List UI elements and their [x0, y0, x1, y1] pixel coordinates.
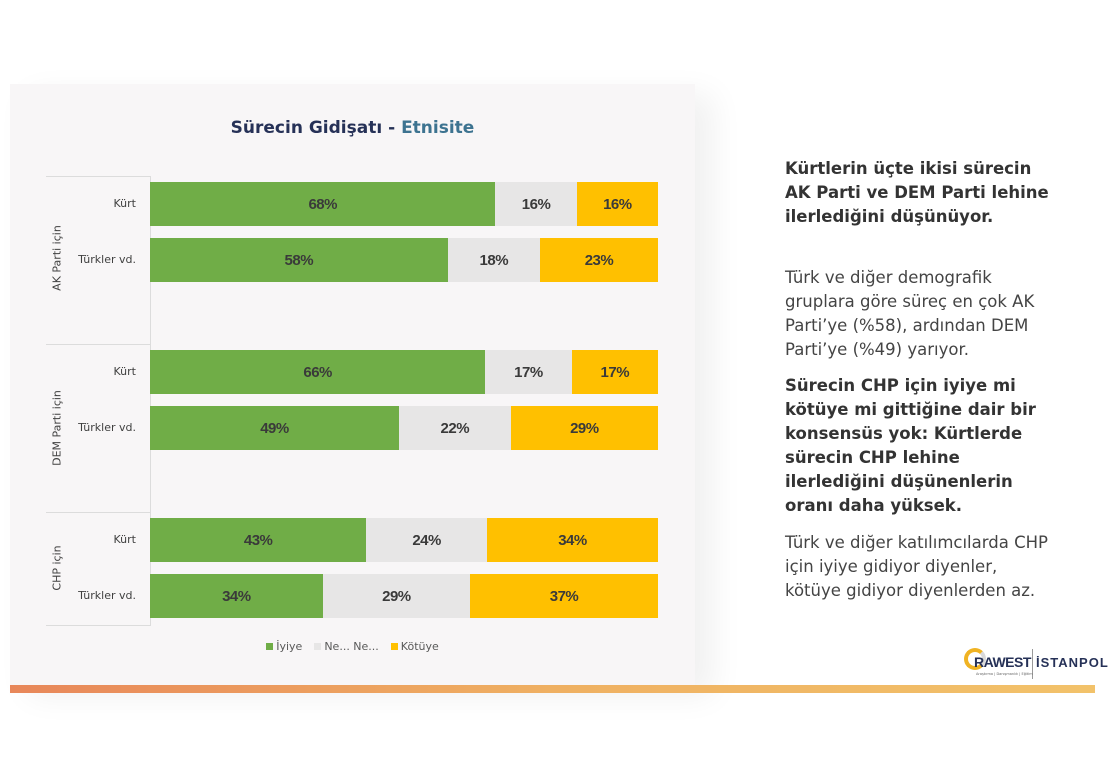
- data-label: 58%: [284, 251, 314, 269]
- data-label: 66%: [303, 363, 332, 381]
- data-label: 16%: [603, 195, 632, 213]
- group-box-chp: [46, 512, 151, 626]
- data-label: 29%: [570, 419, 599, 437]
- chart-title-main: Sürecin Gidişatı -: [230, 118, 402, 138]
- insight-text-1: Türk ve diğer demografik gruplara göre s…: [785, 268, 1035, 359]
- logo-brand: RAWEST: [974, 654, 1031, 670]
- legend-swatch-ne-ne: [314, 643, 322, 650]
- data-label: 49%: [260, 419, 289, 437]
- bar-segment-ne-ne: 16%: [495, 182, 577, 226]
- data-label: 16%: [521, 195, 551, 213]
- legend-label-iyiye: İyiye: [276, 640, 303, 653]
- row-label: Türkler vd.: [78, 253, 136, 266]
- row-label: Kürt: [113, 365, 136, 378]
- bar-segment-kotuye: 16%: [576, 182, 658, 226]
- insight-heading-2: Sürecin CHP için iyiye mi kötüye mi gitt…: [785, 376, 1036, 515]
- bar-segment-ne-ne: 29%: [322, 574, 471, 618]
- logo-tagline: Araştırma | Danışmanlık | Eğitim: [976, 672, 1033, 676]
- chart-title: Sürecin Gidişatı - Etnisite: [10, 118, 695, 138]
- bar-segment-iyiye: 34%: [150, 574, 323, 618]
- insight-heading-1: Kürtlerin üçte ikisi sürecin AK Parti ve…: [785, 159, 1049, 226]
- data-label: 22%: [440, 419, 470, 437]
- row-label: Kürt: [113, 533, 136, 546]
- bar-segment-iyiye: 49%: [150, 406, 399, 450]
- data-label: 18%: [479, 251, 509, 269]
- bar-segment-iyiye: 66%: [150, 350, 486, 394]
- bar-segment-kotuye: 23%: [539, 238, 658, 282]
- data-label: 17%: [514, 363, 543, 381]
- row-label: Türkler vd.: [78, 589, 136, 602]
- data-label: 17%: [600, 363, 630, 381]
- data-label: 29%: [382, 587, 411, 605]
- legend-item-iyiye: İyiye: [266, 640, 302, 653]
- bar-segment-kotuye: 29%: [510, 406, 658, 450]
- bar-segment-iyiye: 58%: [150, 238, 448, 282]
- bar-segment-kotuye: 34%: [486, 518, 658, 562]
- chart-legend: İyiye Ne... Ne... Kötüye: [10, 640, 695, 653]
- legend-item-kotuye: Kötüye: [390, 640, 439, 653]
- bar-segment-ne-ne: 24%: [366, 518, 487, 562]
- data-label: 24%: [412, 531, 441, 549]
- rawest-istanpol-logo: RAWEST İSTANPOL Araştırma | Danışmanlık …: [962, 647, 1108, 683]
- data-label: 68%: [308, 195, 337, 213]
- chart-title-accent: Etnisite: [401, 118, 475, 138]
- legend-label-kotuye: Kötüye: [400, 640, 439, 653]
- row-label: Kürt: [113, 197, 136, 210]
- legend-swatch-iyiye: [266, 643, 274, 650]
- data-label: 23%: [584, 251, 614, 269]
- logo-ring-icon: [964, 648, 986, 670]
- row-label: Türkler vd.: [78, 421, 136, 434]
- bar-segment-ne-ne: 17%: [485, 350, 572, 394]
- footer-gradient-bar: [10, 685, 1095, 693]
- logo-partner: İSTANPOL: [1036, 655, 1109, 670]
- bar-segment-iyiye: 43%: [150, 518, 367, 562]
- group-label-chp: CHP için: [50, 545, 64, 591]
- data-label: 34%: [222, 587, 251, 605]
- legend-swatch-kotuye: [390, 643, 398, 650]
- logo-divider: [1032, 649, 1033, 679]
- data-label: 37%: [549, 587, 579, 605]
- data-label: 43%: [243, 531, 273, 549]
- bar-segment-ne-ne: 18%: [447, 238, 540, 282]
- insight-text-2: Türk ve diğer katılımcılarda CHP için iy…: [785, 533, 1048, 600]
- data-label: 34%: [558, 531, 587, 549]
- legend-item-ne-ne: Ne... Ne...: [314, 640, 379, 653]
- bar-segment-kotuye: 37%: [470, 574, 658, 618]
- bar-segment-ne-ne: 22%: [398, 406, 511, 450]
- bar-segment-kotuye: 17%: [571, 350, 658, 394]
- bar-segment-iyiye: 68%: [150, 182, 496, 226]
- legend-label-ne-ne: Ne... Ne...: [324, 640, 379, 653]
